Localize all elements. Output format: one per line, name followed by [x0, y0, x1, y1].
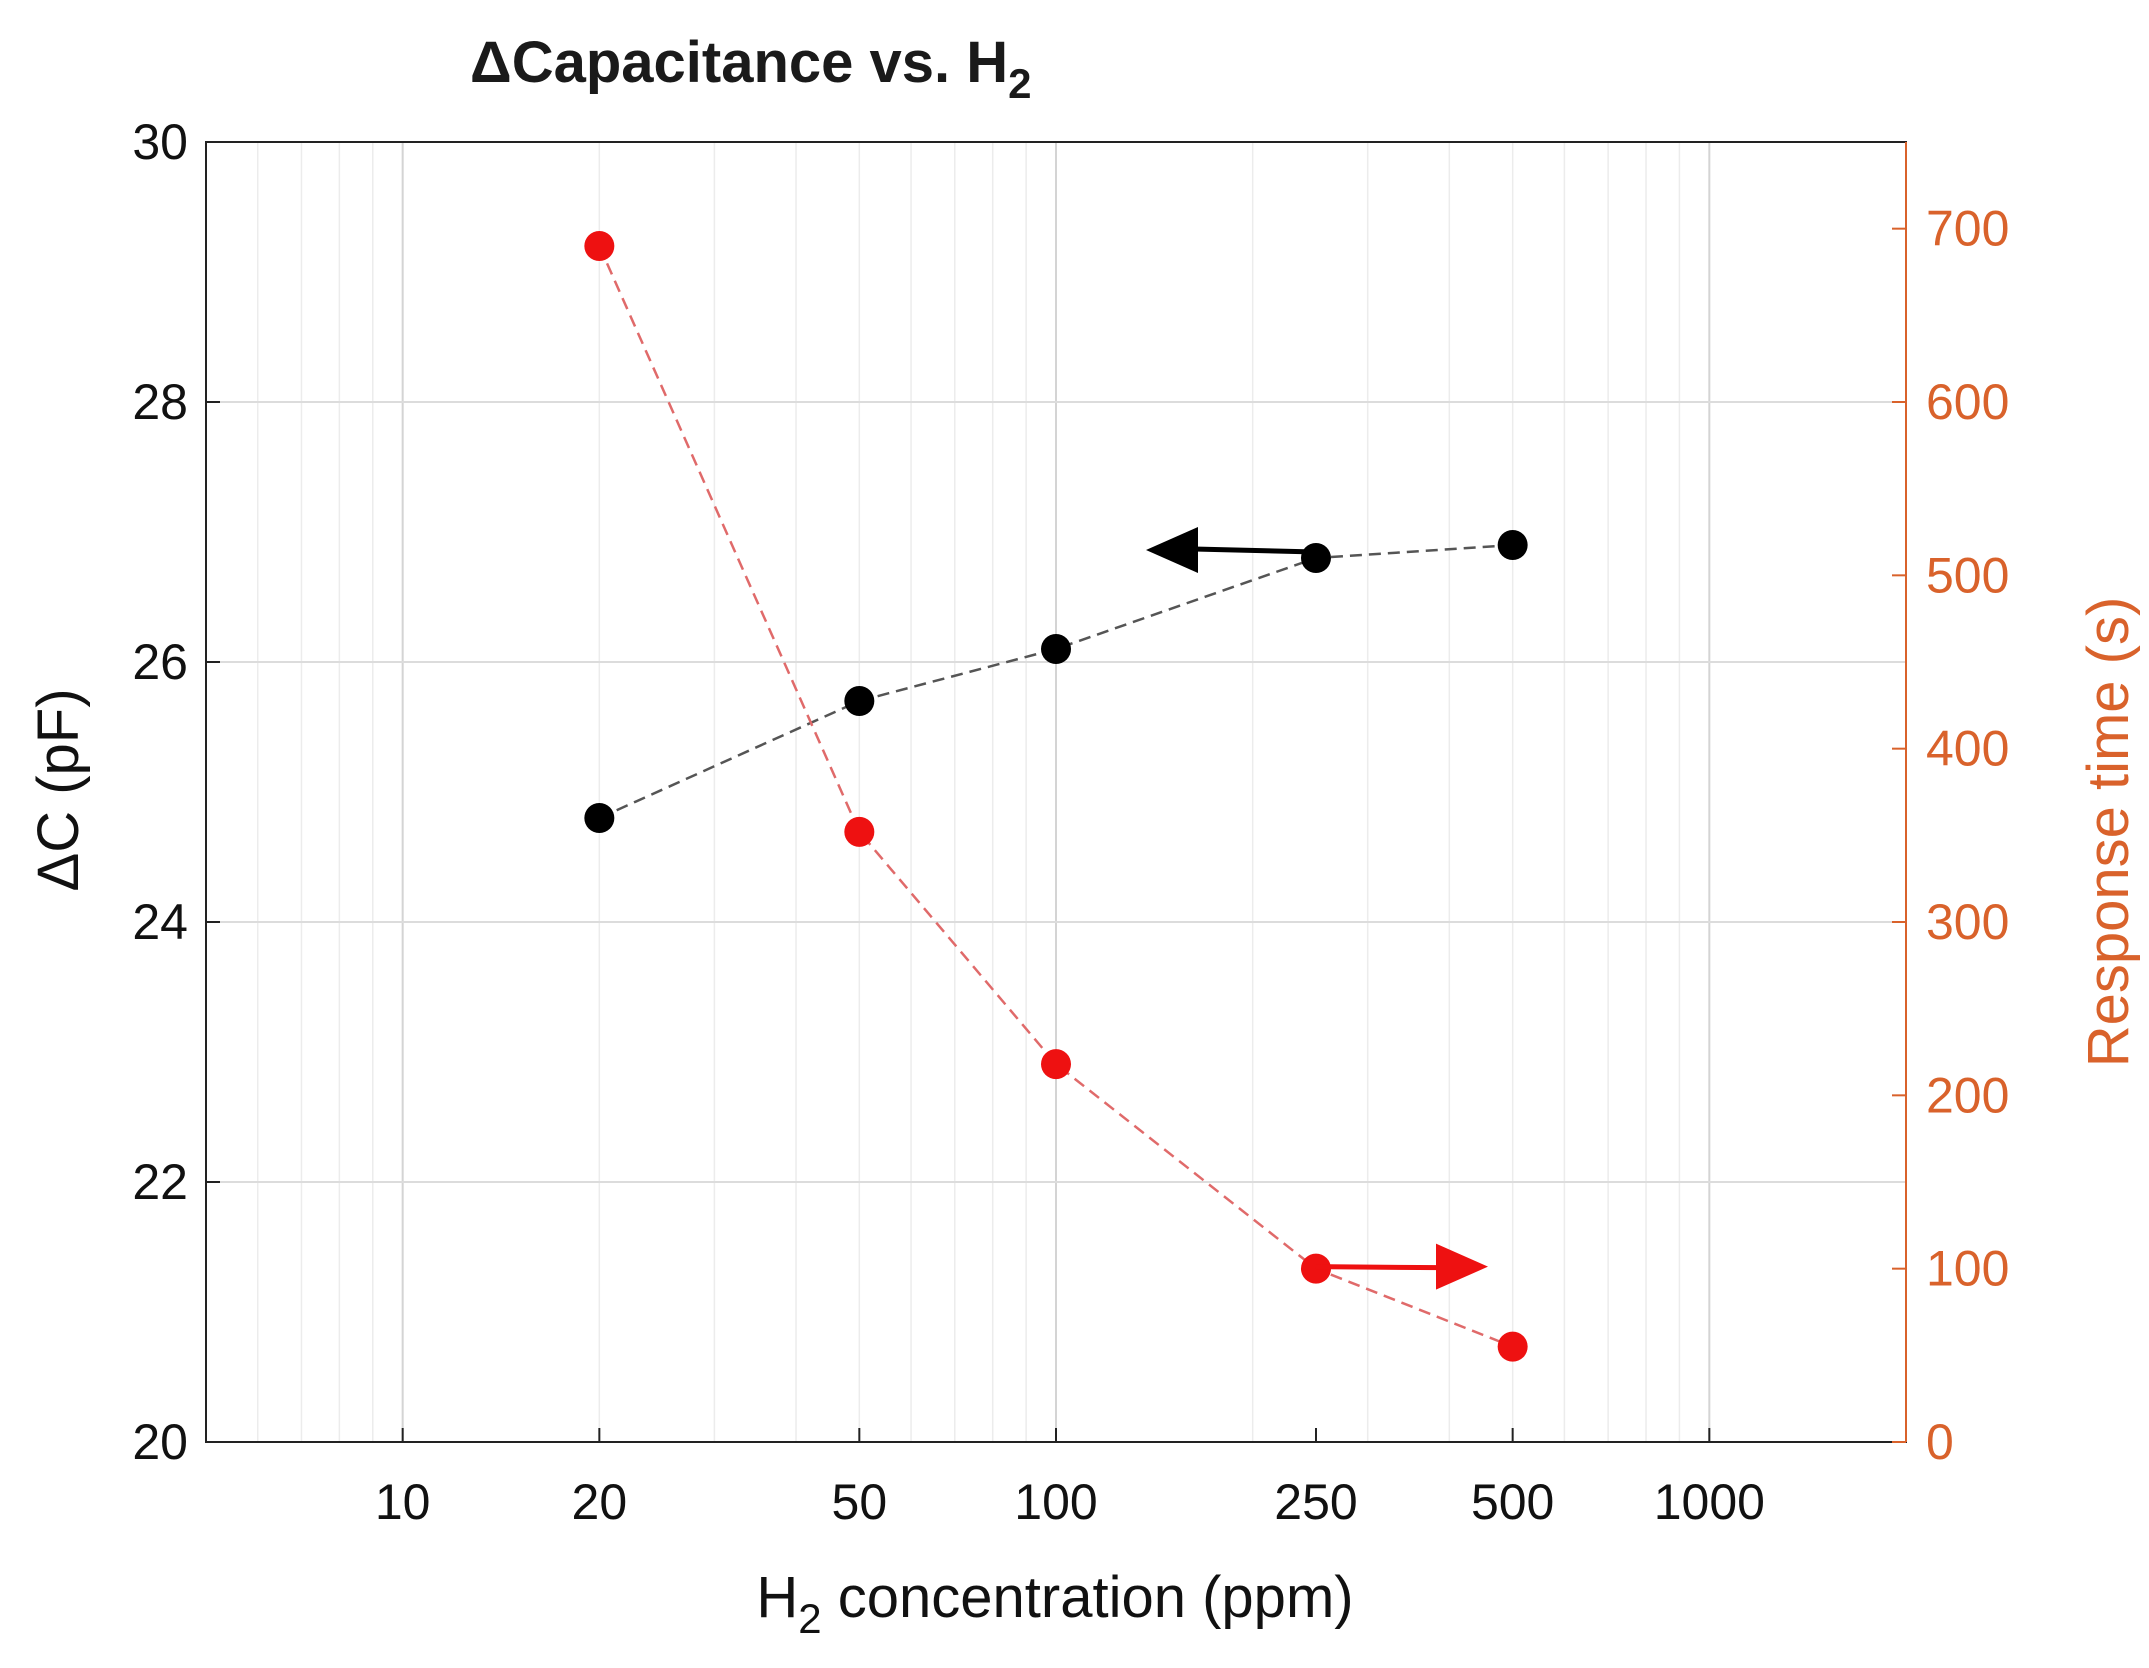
y-right-tick-label: 300: [1926, 894, 2009, 950]
x-tick-label: 10: [375, 1474, 431, 1530]
data-point-capacitance: [1497, 530, 1528, 560]
major-gridlines: [206, 141, 1906, 1443]
data-point-response-time: [1041, 1049, 1071, 1080]
y-left-tick-label: 20: [132, 1414, 188, 1470]
right-arrow-shaft: [1315, 1264, 1441, 1271]
data-point-capacitance: [844, 686, 875, 716]
y-right-tick-label: 400: [1926, 721, 2009, 777]
x-axis-ticks: 10 20 50 100 250 500 1000: [375, 1428, 1765, 1530]
data-point-response-time: [844, 816, 875, 847]
y-right-tick-label: 100: [1926, 1241, 2009, 1297]
y-right-axis-label: Response time (s): [2076, 597, 2141, 1068]
data-point-capacitance: [1041, 634, 1071, 664]
series-points: [584, 231, 1528, 1362]
y-left-axis-label: ΔC (pF): [26, 688, 91, 891]
x-tick-label: 250: [1274, 1474, 1357, 1530]
data-point-capacitance: [1300, 543, 1331, 573]
series-line-capacitance: [598, 543, 1513, 820]
y-right-tick-label: 500: [1926, 547, 2009, 603]
annotation-arrows: [1145, 527, 1488, 1290]
y-right-tick-label: 0: [1926, 1414, 1954, 1470]
x-axis-label: H2 concentration (ppm): [756, 1565, 1353, 1642]
series-line-response-time: [598, 245, 1514, 1348]
x-tick-label: 500: [1471, 1474, 1554, 1530]
y-right-tick-label: 200: [1926, 1067, 2009, 1123]
y-left-tick-label: 24: [132, 894, 188, 950]
y-left-tick-label: 22: [132, 1154, 188, 1210]
data-point-response-time: [584, 231, 615, 261]
right-axis-ticks: 0 100 200 300 400 500 600 700: [1892, 142, 2009, 1470]
left-arrow-shaft: [1193, 546, 1317, 555]
right-arrow-icon: [1435, 1243, 1488, 1290]
y-left-tick-label: 26: [132, 634, 188, 690]
left-arrow-icon: [1145, 527, 1198, 573]
y-right-tick-label: 600: [1926, 374, 2009, 430]
data-point-capacitance: [584, 803, 615, 833]
chart-title: ΔCapacitance vs. H2: [470, 30, 1032, 107]
x-tick-label: 20: [572, 1474, 628, 1530]
x-tick-label: 100: [1014, 1474, 1097, 1530]
y-right-tick-label: 700: [1926, 201, 2009, 257]
series-lines: [598, 245, 1514, 1348]
data-point-response-time: [1497, 1331, 1528, 1362]
x-tick-label: 1000: [1654, 1474, 1765, 1530]
y-left-tick-label: 28: [132, 374, 188, 430]
x-tick-label: 50: [832, 1474, 888, 1530]
left-axis-ticks: 20 22 24 26 28 30: [132, 114, 220, 1470]
y-left-tick-label: 30: [132, 114, 188, 170]
